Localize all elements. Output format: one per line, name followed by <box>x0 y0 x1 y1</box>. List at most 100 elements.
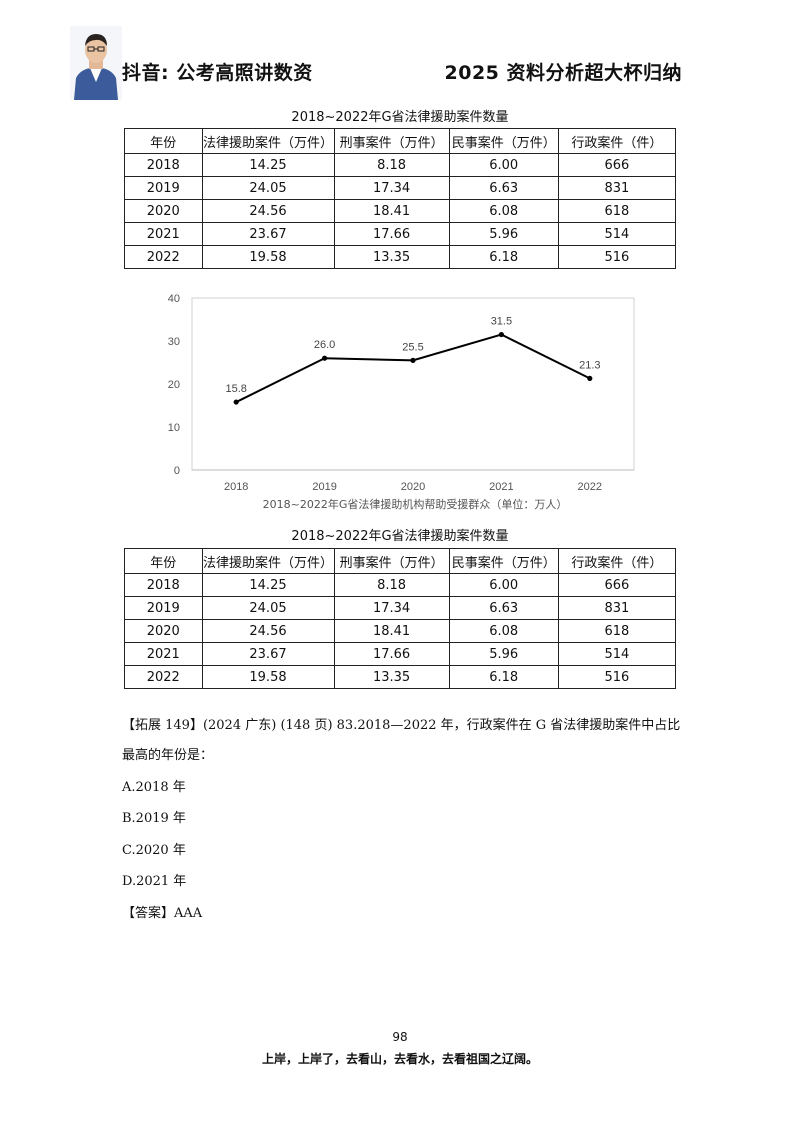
y-tick-label: 30 <box>168 336 180 348</box>
answer-line: 【答案】AAA <box>122 906 203 921</box>
table-row: 2021 23.67 17.66 5.96 514 <box>124 642 677 666</box>
table2-header-administrative: 行政案件（件） <box>557 548 677 574</box>
table1-header-row: 年份 法律援助案件（万件） 刑事案件（万件） 民事案件（万件） 行政案件（件） <box>124 128 677 154</box>
table-cell: 23.67 <box>201 222 335 246</box>
table-cell: 2018 <box>124 573 203 597</box>
table-cell: 6.63 <box>448 176 559 200</box>
table-cell: 2018 <box>124 153 203 177</box>
table-cell: 5.96 <box>448 642 559 666</box>
table-cell: 19.58 <box>201 665 335 689</box>
data-point <box>322 355 328 361</box>
table-cell: 18.41 <box>333 199 450 223</box>
table-cell: 14.25 <box>201 573 335 597</box>
header-book-title: 2025 资料分析超大杯归纳 <box>444 62 682 84</box>
table-row: 2022 19.58 13.35 6.18 516 <box>124 245 677 269</box>
table-cell: 19.58 <box>201 245 335 269</box>
table-cell: 2022 <box>124 665 203 689</box>
data-point <box>410 357 416 363</box>
table-cell: 18.41 <box>333 619 450 643</box>
table-row: 2019 24.05 17.34 6.63 831 <box>124 596 677 620</box>
table-cell: 666 <box>557 573 677 597</box>
y-tick-label: 10 <box>168 422 180 434</box>
data-label: 25.5 <box>402 341 423 353</box>
table-cell: 24.05 <box>201 176 335 200</box>
table-cell: 2019 <box>124 596 203 620</box>
table-cell: 6.63 <box>448 596 559 620</box>
table2-header-civil: 民事案件（万件） <box>448 548 559 574</box>
x-tick-label: 2019 <box>312 481 336 493</box>
option-d: D.2021 年 <box>122 874 187 889</box>
table-cell: 618 <box>557 619 677 643</box>
table-cell: 516 <box>557 665 677 689</box>
table-row: 2021 23.67 17.66 5.96 514 <box>124 222 677 246</box>
table-row: 2022 19.58 13.35 6.18 516 <box>124 665 677 689</box>
x-tick-label: 2020 <box>401 481 425 493</box>
table-cell: 24.05 <box>201 596 335 620</box>
table-cell: 2021 <box>124 222 203 246</box>
data-point <box>498 331 504 338</box>
table-cell: 17.66 <box>333 642 450 666</box>
table1-header-civil: 民事案件（万件） <box>448 128 559 154</box>
y-tick-label: 0 <box>174 465 180 477</box>
data-label: 31.5 <box>491 316 512 328</box>
table-cell: 17.34 <box>333 176 450 200</box>
table1-body: 2018 14.25 8.18 6.00 666 2019 24.05 17.34 6.63 83… <box>124 153 677 269</box>
footer-motto: 上岸，上岸了，去看山，去看水，去看祖国之辽阔。 <box>261 1052 538 1066</box>
table-cell: 618 <box>557 199 677 223</box>
option-b: B.2019 年 <box>122 811 186 826</box>
option-c: C.2020 年 <box>122 843 186 858</box>
table1-header-legal-aid: 法律援助案件（万件） <box>201 128 335 154</box>
table-cell: 831 <box>557 596 677 620</box>
table-cell: 2020 <box>124 619 203 643</box>
table-cell: 17.66 <box>333 222 450 246</box>
table-row: 2018 14.25 8.18 6.00 666 <box>124 153 677 177</box>
header-author: 抖音: 公考高照讲数资 <box>122 62 313 84</box>
table-cell: 6.08 <box>448 619 559 643</box>
table2-body: 2018 14.25 8.18 6.00 666 2019 24.05 17.34 6.63 83… <box>124 573 677 689</box>
table-cell: 2021 <box>124 642 203 666</box>
table-cell: 6.18 <box>448 665 559 689</box>
table1-title: 2018~2022年G省法律援助案件数量 <box>291 110 509 125</box>
table-cell: 6.18 <box>448 245 559 269</box>
table-cell: 516 <box>557 245 677 269</box>
page-header: 抖音: 公考高照讲数资 2025 资料分析超大杯归纳 <box>0 0 800 100</box>
option-a: A.2018 年 <box>122 780 186 795</box>
table-cell: 6.00 <box>448 153 559 177</box>
table-row: 2019 24.05 17.34 6.63 831 <box>124 176 677 200</box>
table-cell: 8.18 <box>333 573 450 597</box>
data-label: 21.3 <box>579 359 600 371</box>
table-cell: 24.56 <box>201 199 335 223</box>
question-stem-line2: 最高的年份是： <box>122 748 214 763</box>
x-tick-label: 2018 <box>224 481 248 493</box>
table-row: 2018 14.25 8.18 6.00 666 <box>124 573 677 597</box>
author-avatar <box>70 26 122 100</box>
x-tick-label: 2022 <box>578 481 602 493</box>
table2: 年份 法律援助案件（万件） 刑事案件（万件） 民事案件（万件） 行政案件（件） … <box>124 548 677 689</box>
table1: 年份 法律援助案件（万件） 刑事案件（万件） 民事案件（万件） 行政案件（件） … <box>124 128 677 269</box>
table-cell: 666 <box>557 153 677 177</box>
table-cell: 13.35 <box>333 665 450 689</box>
data-point <box>587 375 593 382</box>
table2-header-legal-aid: 法律援助案件（万件） <box>201 548 335 574</box>
question-stem-line1: 【拓展 149】(2024 广东) (148 页) 83.2018—2022 年… <box>122 718 681 733</box>
page-number: 98 <box>392 1030 408 1044</box>
y-tick-label: 20 <box>168 379 180 391</box>
data-label: 26.0 <box>314 339 335 351</box>
table-row: 2020 24.56 18.41 6.08 618 <box>124 619 677 643</box>
table2-header-criminal: 刑事案件（万件） <box>333 548 450 574</box>
table-cell: 2022 <box>124 245 203 269</box>
y-tick-label: 40 <box>168 293 180 305</box>
table-cell: 6.08 <box>448 199 559 223</box>
table-cell: 23.67 <box>201 642 335 666</box>
table-cell: 6.00 <box>448 573 559 597</box>
x-tick-label: 2021 <box>489 481 513 493</box>
table-cell: 5.96 <box>448 222 559 246</box>
table-cell: 2019 <box>124 176 203 200</box>
table-cell: 17.34 <box>333 596 450 620</box>
table2-title: 2018~2022年G省法律援助案件数量 <box>291 529 509 544</box>
table-cell: 8.18 <box>333 153 450 177</box>
data-point <box>233 399 239 405</box>
plot-frame <box>191 297 635 471</box>
table-cell: 2020 <box>124 199 203 223</box>
table-cell: 13.35 <box>333 245 450 269</box>
